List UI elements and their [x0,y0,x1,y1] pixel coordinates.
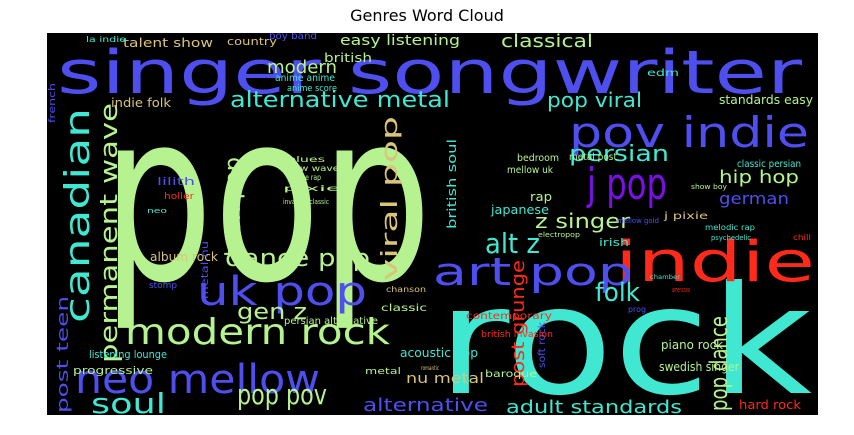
word-j-pixie: j pixie [663,211,708,222]
word-z-singer: z singer [535,209,631,233]
word-album-rock: album rock [150,250,218,264]
word-permanent-wave: permanent wave [95,103,123,363]
word-alternative: alternative [363,395,488,415]
word-persian: persian [569,142,669,167]
word-swedish-singer: swedish singer [659,360,739,374]
word-teen-pop: teen pop [221,157,246,257]
cloud-background [47,33,818,415]
word-romantic: romantic [421,365,439,372]
word-pop-viral: pop viral [547,88,642,112]
word-easy-listening: easy listening [340,33,460,49]
word-new-wave: new wave [287,164,339,173]
word-japanese: japanese [490,203,549,217]
word-indie-folk: indie folk [111,96,171,110]
word-melodic-rap: melodic rap [705,223,755,232]
word-canadian: canadian [58,108,98,323]
word-chill: chill [793,233,811,242]
word-rap: rap [530,190,552,204]
word-post-grunge: post grunge [508,260,529,387]
word-holler: holler [164,192,194,202]
word-baroque: baroque [485,369,537,380]
word-psychedelic: psychedelic [711,234,751,242]
word-prog: prog [628,305,646,314]
word-americana: americana [672,286,690,294]
word-hip-hop: hip hop [719,167,799,188]
word-modern: modern [267,57,337,78]
word-persian-alternative: persian alternative [284,316,378,327]
word-progressive: progressive [73,364,153,377]
word-boy-band: boy band [269,33,317,42]
word-dance-pop: dance pop [225,244,370,272]
word-pop-dance: pop dance [705,316,733,411]
word-metal: metal [365,367,401,377]
word-invasion-classic: invasion classic [283,198,329,206]
word-mellow-uk: mellow uk [507,165,553,176]
word-alt-z: alt z [485,227,540,260]
word-chamber: chamber [650,274,681,281]
word-pixie-j: pixie j [283,184,355,193]
word-classic: classic [381,303,427,314]
word-hard-rock: hard rock [739,398,801,412]
word-classic-persian: classic persian [737,159,801,170]
word-post-teen: post teen [53,296,72,413]
word-uk-pop: uk pop [197,269,367,315]
word-anime-score: anime score [287,84,337,94]
word-stomp: stomp [149,281,177,291]
word-adult-standards: adult standards [506,397,682,415]
word-contemporary: contemporary [466,311,552,322]
word-pop: pop [102,62,432,335]
word-pop-pov: pop pov [237,378,327,411]
word-nu-metal: nu metal [406,371,484,387]
word-soul: soul [91,387,166,415]
word-classical: classical [501,33,593,52]
word-listening-lounge: listening lounge [89,348,167,361]
word-soft-rock: soft rock [537,322,548,368]
word-irish: irish [599,236,629,249]
word-rock: rock [437,255,812,415]
word-folk: folk [595,278,640,308]
word-talent-show: talent show [123,36,213,50]
word-modern-rock: modern rock [125,312,390,353]
word-chanson: chanson [386,285,426,294]
word-british-invasion: british invasion [481,330,553,340]
word-piano-rock: piano rock [661,338,723,352]
word-la-indie: la indie [86,35,126,44]
word-neo-mellow: neo mellow [75,357,320,403]
word-singer-songwriter: singer songwriter [57,38,802,108]
word-show-boy: show boy [691,183,727,191]
word-anime-anime: anime anime [275,73,335,84]
word-gen-z: gen z [237,300,307,325]
word-j-pop: j pop [586,159,667,210]
word-british-soul: british soul [445,139,459,229]
word-indie: indie [615,230,815,295]
word-standards-easy: standards easy [719,93,813,107]
word-lilith: lilith [157,175,195,188]
word-british: british [324,51,372,65]
word-grunge-rap: grunge rap [287,173,321,182]
word-german: german [719,189,789,208]
word-metal-nu: metal nu [200,241,211,299]
word-acoustic-pop: acoustic pop [400,346,478,360]
word-mellow-gold: mellow gold [617,217,659,225]
chart-title: Genres Word Cloud [350,6,504,25]
word-pov-indie: pov indie [569,108,809,157]
word-edm: edm [647,68,679,79]
word-metal-post: metal post [569,152,617,163]
word-alternative-metal: alternative metal [230,88,450,113]
word-electropop: electropop [538,231,581,239]
word-blues: blues [287,155,325,164]
word-viral-pop: viral pop [378,116,403,281]
word-art-pop: art pop [433,250,633,294]
word-neo: neo [147,207,167,215]
word-french: french [48,83,58,123]
word-country: country [227,35,278,48]
word-bedroom: bedroom [517,153,559,164]
